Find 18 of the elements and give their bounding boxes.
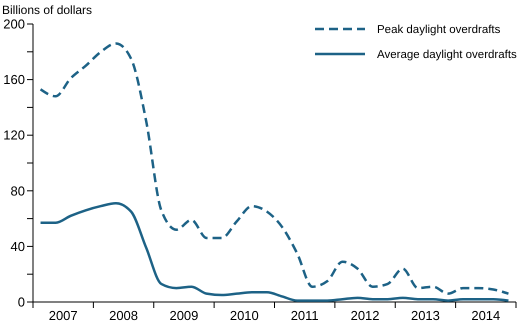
legend-label: Peak daylight overdrafts	[377, 24, 501, 36]
y-tick-label: 160	[3, 72, 25, 88]
y-tick-label: 80	[10, 183, 25, 198]
x-tick-label: 2013	[410, 308, 440, 323]
x-tick-label: 2014	[471, 308, 500, 323]
y-tick-label: 40	[10, 238, 25, 254]
x-tick-label: 2012	[350, 308, 380, 323]
y-tick-label: 120	[3, 128, 25, 143]
x-tick-label: 2007	[48, 308, 78, 323]
legend-label: Average daylight overdrafts	[377, 49, 518, 61]
x-tick-label: 2010	[230, 308, 259, 323]
x-tick-label: 2009	[169, 308, 198, 323]
y-axis-title: Billions of dollars	[2, 3, 92, 17]
y-tick-label: 0	[18, 294, 25, 310]
x-tick-label: 2011	[290, 308, 319, 323]
x-tick-label: 2008	[109, 308, 138, 323]
y-tick-label: 200	[3, 16, 25, 32]
line-series	[39, 202, 510, 302]
